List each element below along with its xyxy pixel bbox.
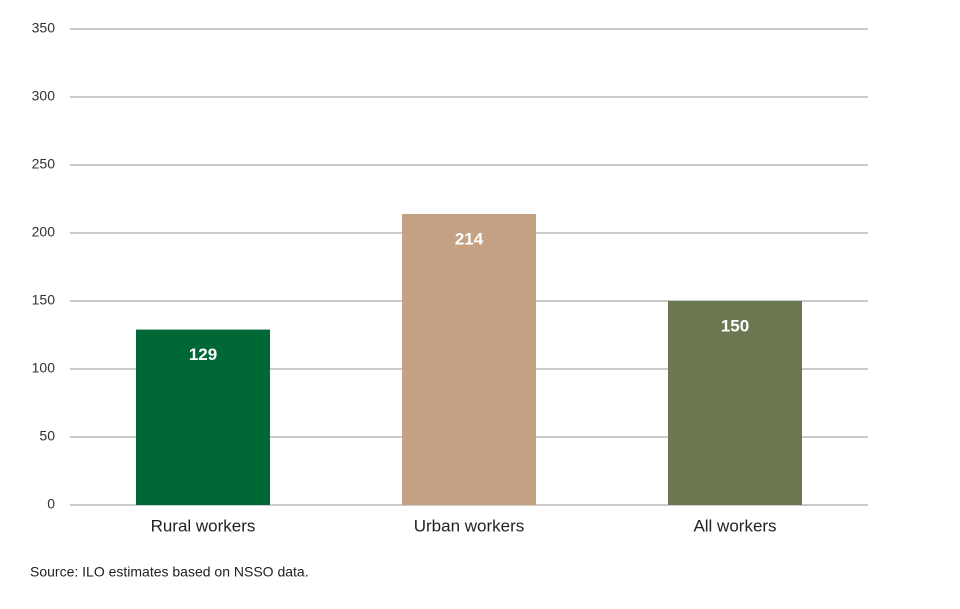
- bar: [402, 213, 536, 505]
- y-tick-label: 0: [47, 496, 55, 512]
- y-tick-label: 150: [32, 292, 56, 308]
- y-tick-label: 350: [32, 20, 56, 36]
- value-label: 214: [455, 229, 484, 248]
- x-tick-label: Urban workers: [414, 516, 525, 535]
- value-label: 129: [189, 345, 217, 364]
- x-tick-label: Rural workers: [151, 516, 256, 535]
- y-tick-label: 250: [32, 156, 56, 172]
- y-tick-label: 300: [32, 88, 56, 104]
- value-label: 150: [721, 316, 749, 335]
- x-tick-label: All workers: [693, 516, 776, 535]
- bar: [136, 329, 270, 505]
- bar: [668, 301, 802, 505]
- y-tick-label: 50: [39, 428, 55, 444]
- source-note: Source: ILO estimates based on NSSO data…: [30, 564, 309, 580]
- y-tick-label: 100: [32, 360, 56, 376]
- y-tick-label: 200: [32, 224, 56, 240]
